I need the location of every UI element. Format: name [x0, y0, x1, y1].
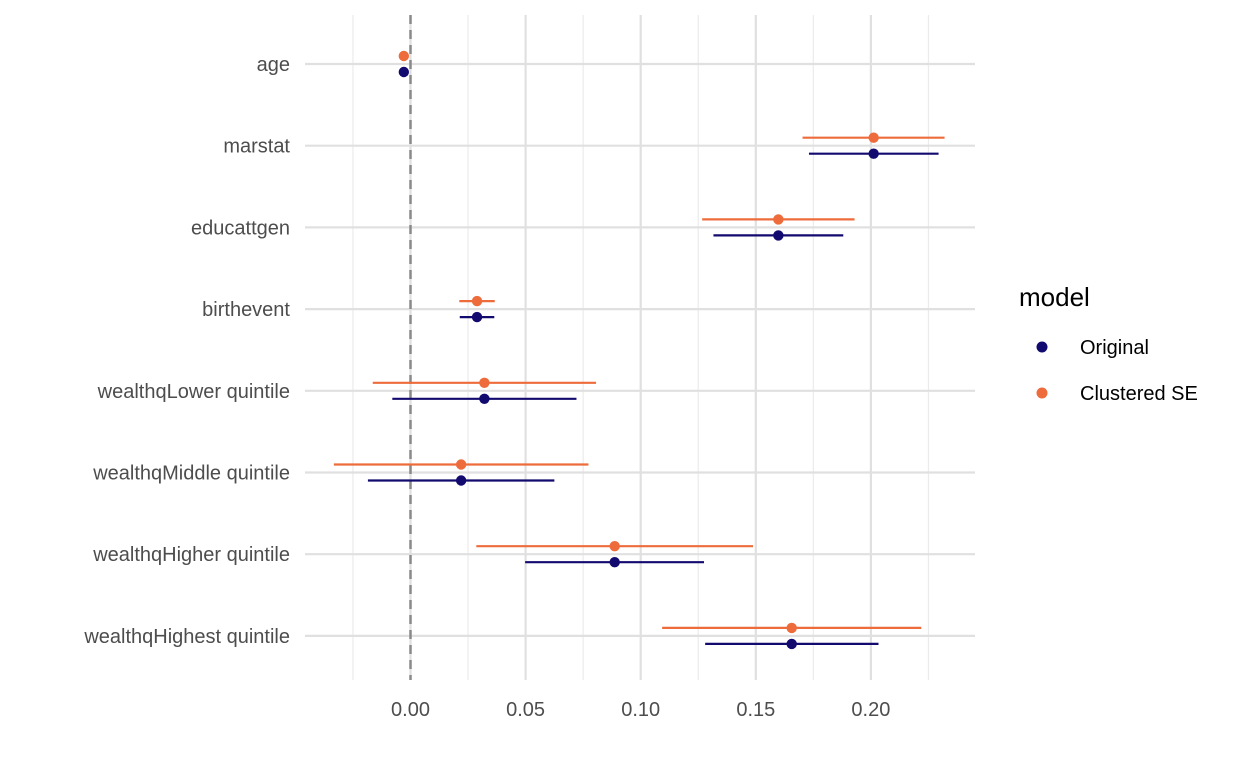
legend-items: Original Clustered SE	[1036, 337, 1198, 405]
x-tick-label: 0.20	[851, 699, 890, 721]
estimate-point	[455, 475, 467, 486]
legend: model Original Clustered SE	[1019, 282, 1198, 405]
estimate-point	[479, 393, 490, 404]
estimate-point	[455, 459, 467, 470]
y-tick-label: age	[257, 54, 290, 76]
x-tick-labels: 0.00 0.05 0.10 0.15 0.20	[391, 699, 890, 721]
legend-key	[1036, 387, 1048, 399]
y-tick-label: educattgen	[191, 217, 290, 239]
y-tick-label: wealthqMiddle quintile	[92, 463, 290, 485]
x-tick-label: 0.00	[391, 699, 430, 721]
estimate-point	[479, 377, 490, 388]
legend-title: model	[1019, 282, 1090, 312]
estimate-point	[773, 230, 784, 241]
estimate-point	[868, 148, 879, 159]
legend-label: Original	[1080, 337, 1149, 359]
estimate-point	[786, 638, 797, 650]
y-tick-label: marstat	[223, 136, 290, 158]
legend-label: Clustered SE	[1080, 383, 1198, 405]
estimate-point	[609, 557, 620, 568]
y-tick-label: birthevent	[202, 299, 290, 321]
x-tick-label: 0.15	[736, 699, 775, 721]
estimate-point	[868, 132, 879, 143]
y-tick-label: wealthqLower quintile	[97, 381, 290, 403]
legend-item: Original	[1036, 337, 1149, 359]
estimate-point	[786, 622, 797, 634]
legend-key	[1036, 341, 1048, 353]
x-tick-label: 0.10	[621, 699, 660, 721]
legend-item: Clustered SE	[1036, 383, 1198, 405]
estimate-point	[398, 66, 410, 78]
y-tick-labels: age marstat educattgen birthevent wealthqLow…	[83, 54, 290, 648]
y-tick-label: wealthqHighest quintile	[83, 626, 290, 648]
estimate-point	[398, 50, 410, 62]
estimate-point	[471, 295, 483, 307]
estimate-point	[773, 214, 784, 225]
estimate-point	[609, 541, 620, 552]
x-tick-label: 0.05	[506, 699, 545, 721]
series-clustered-se	[333, 50, 945, 634]
series-original	[367, 66, 939, 650]
series-group	[333, 50, 945, 650]
y-tick-label: wealthqHigher quintile	[92, 544, 290, 566]
grid-lines	[305, 15, 975, 680]
estimate-point	[471, 311, 483, 323]
